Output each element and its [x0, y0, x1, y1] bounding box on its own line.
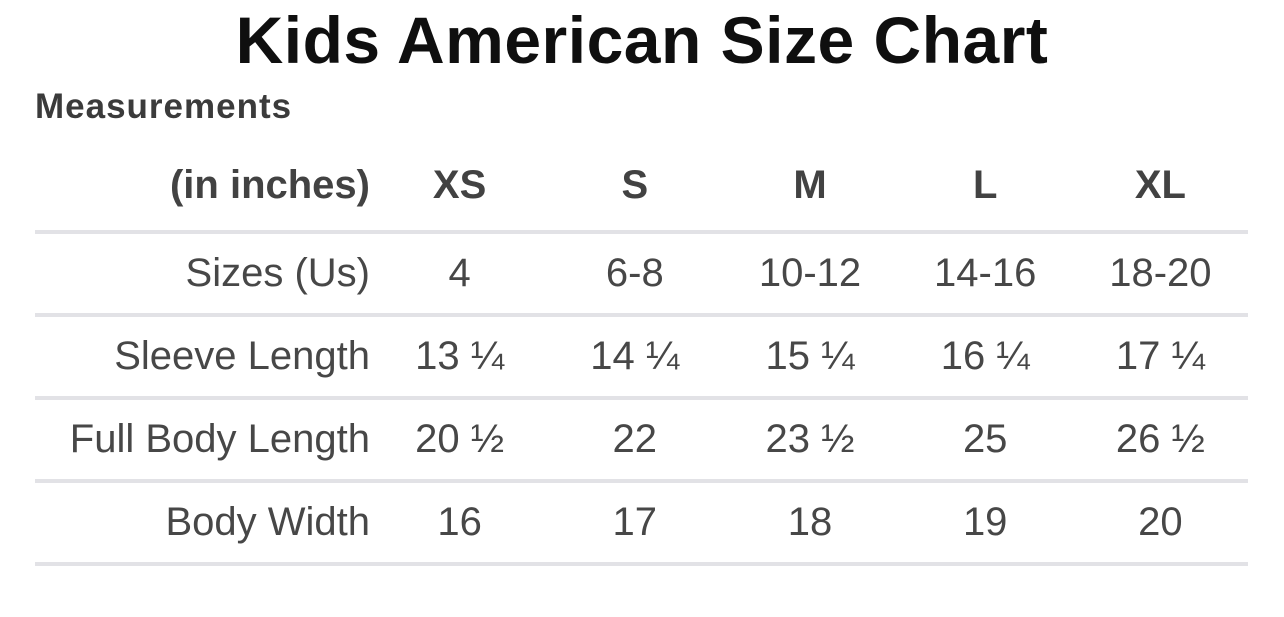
- table-row-sizes-us: Sizes (Us) 4 6-8 10-12 14-16 18-20: [35, 234, 1248, 317]
- size-value-cell: 18-20: [1109, 250, 1212, 295]
- size-value-cell: 15 ¼: [765, 333, 855, 378]
- table-row-full-body-length: Full Body Length 20 ½ 22 23 ½ 25 26 ½: [35, 400, 1248, 483]
- size-value-cell: 20 ½: [415, 416, 505, 461]
- size-value-cell: 20: [1138, 499, 1183, 544]
- unit-label: (in inches): [169, 163, 370, 208]
- column-header-xl: XL: [1134, 163, 1186, 208]
- row-label: Sizes (Us): [185, 250, 370, 295]
- size-value-cell: 23 ½: [765, 416, 855, 461]
- size-value-cell: 6-8: [605, 250, 664, 295]
- size-table-header-row: (in inches) XS S M L XL: [35, 142, 1248, 234]
- size-value-cell: 22: [612, 416, 658, 461]
- column-header-l: L: [972, 163, 998, 208]
- size-value-cell: 25: [962, 416, 1008, 461]
- size-value-cell: 10-12: [758, 250, 862, 295]
- size-value-cell: 17: [612, 499, 658, 544]
- size-value-cell: 26 ½: [1115, 416, 1205, 461]
- size-value-cell: 18: [787, 499, 833, 544]
- size-value-cell: 19: [962, 499, 1008, 544]
- size-value-cell: 17 ¼: [1115, 333, 1205, 378]
- row-label: Body Width: [165, 499, 370, 544]
- measurements-heading: Measurements: [35, 87, 293, 127]
- column-header-m: M: [793, 163, 827, 208]
- column-header-xs: XS: [432, 163, 487, 208]
- size-value-cell: 16: [437, 499, 482, 544]
- row-label: Full Body Length: [69, 416, 370, 461]
- column-header-s: S: [621, 163, 649, 208]
- size-value-cell: 13 ¼: [415, 333, 505, 378]
- size-value-cell: 14-16: [934, 250, 1037, 295]
- row-label: Sleeve Length: [114, 333, 370, 378]
- table-row-body-width: Body Width 16 17 18 19 20: [35, 483, 1248, 566]
- size-table: (in inches) XS S M L XL Sizes (Us) 4 6-8…: [35, 142, 1248, 566]
- page-title: Kids American Size Chart: [235, 3, 1049, 77]
- table-row-sleeve-length: Sleeve Length 13 ¼ 14 ¼ 15 ¼ 16 ¼ 17 ¼: [35, 317, 1248, 400]
- size-value-cell: 4: [448, 250, 471, 295]
- size-value-cell: 14 ¼: [590, 333, 680, 378]
- size-value-cell: 16 ¼: [940, 333, 1030, 378]
